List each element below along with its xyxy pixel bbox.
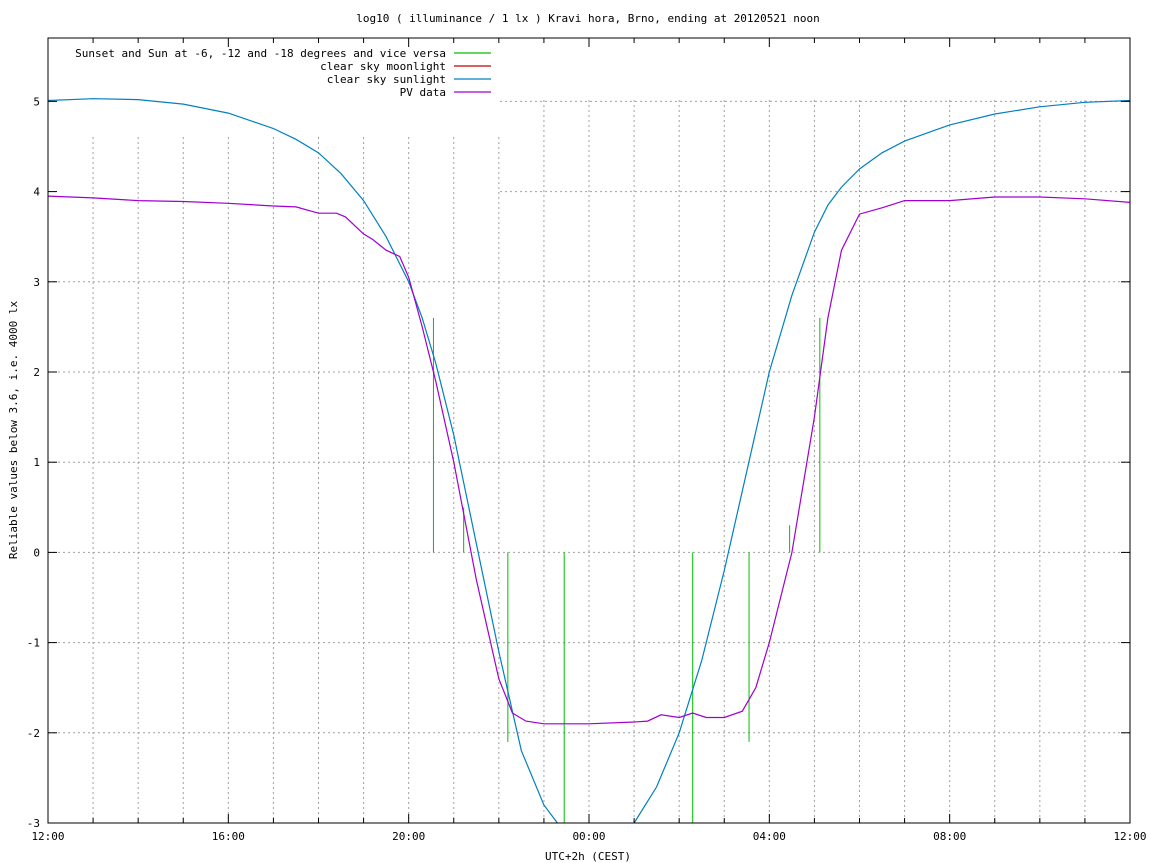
x-tick-label: 04:00 <box>753 830 786 843</box>
y-axis-label: Reliable values below 3.6, i.e. 4000 lx <box>7 300 20 559</box>
y-tick-label: 4 <box>33 186 40 199</box>
x-tick-label: 08:00 <box>933 830 966 843</box>
legend: Sunset and Sun at -6, -12 and -18 degree… <box>75 47 491 99</box>
x-tick-label: 20:00 <box>392 830 425 843</box>
y-tick-label: 0 <box>33 546 40 559</box>
y-tick-label: 2 <box>33 366 40 379</box>
y-tick-label: 3 <box>33 276 40 289</box>
y-tick-label: 1 <box>33 456 40 469</box>
y-tick-label: 5 <box>33 95 40 108</box>
tick-layer: -3 -2 -1 0 1 2 3 4 5 12:00 16:00 20:00 00:00 04:00 08:… <box>27 38 1147 843</box>
x-axis-label: UTC+2h (CEST) <box>545 850 631 863</box>
series-line-pv-data <box>48 195 1130 725</box>
series-layer <box>48 98 1130 823</box>
x-tick-label: 12:00 <box>1113 830 1146 843</box>
y-tick-label: -1 <box>27 637 40 650</box>
x-tick-label: 12:00 <box>31 830 64 843</box>
series-line-clear-sky-sunlight <box>48 98 1130 823</box>
legend-label: clear sky moonlight <box>320 60 446 73</box>
legend-label: clear sky sunlight <box>327 73 446 86</box>
y-tick-label: -2 <box>27 727 40 740</box>
y-tick-label: -3 <box>27 817 40 830</box>
grid-layer <box>48 100 1130 823</box>
x-tick-label: 16:00 <box>212 830 245 843</box>
x-tick-label: 00:00 <box>572 830 605 843</box>
legend-label: PV data <box>400 86 446 99</box>
legend-label: Sunset and Sun at -6, -12 and -18 degree… <box>75 47 446 60</box>
chart-title: log10 ( illuminance / 1 lx ) Kravi hora,… <box>356 12 820 25</box>
